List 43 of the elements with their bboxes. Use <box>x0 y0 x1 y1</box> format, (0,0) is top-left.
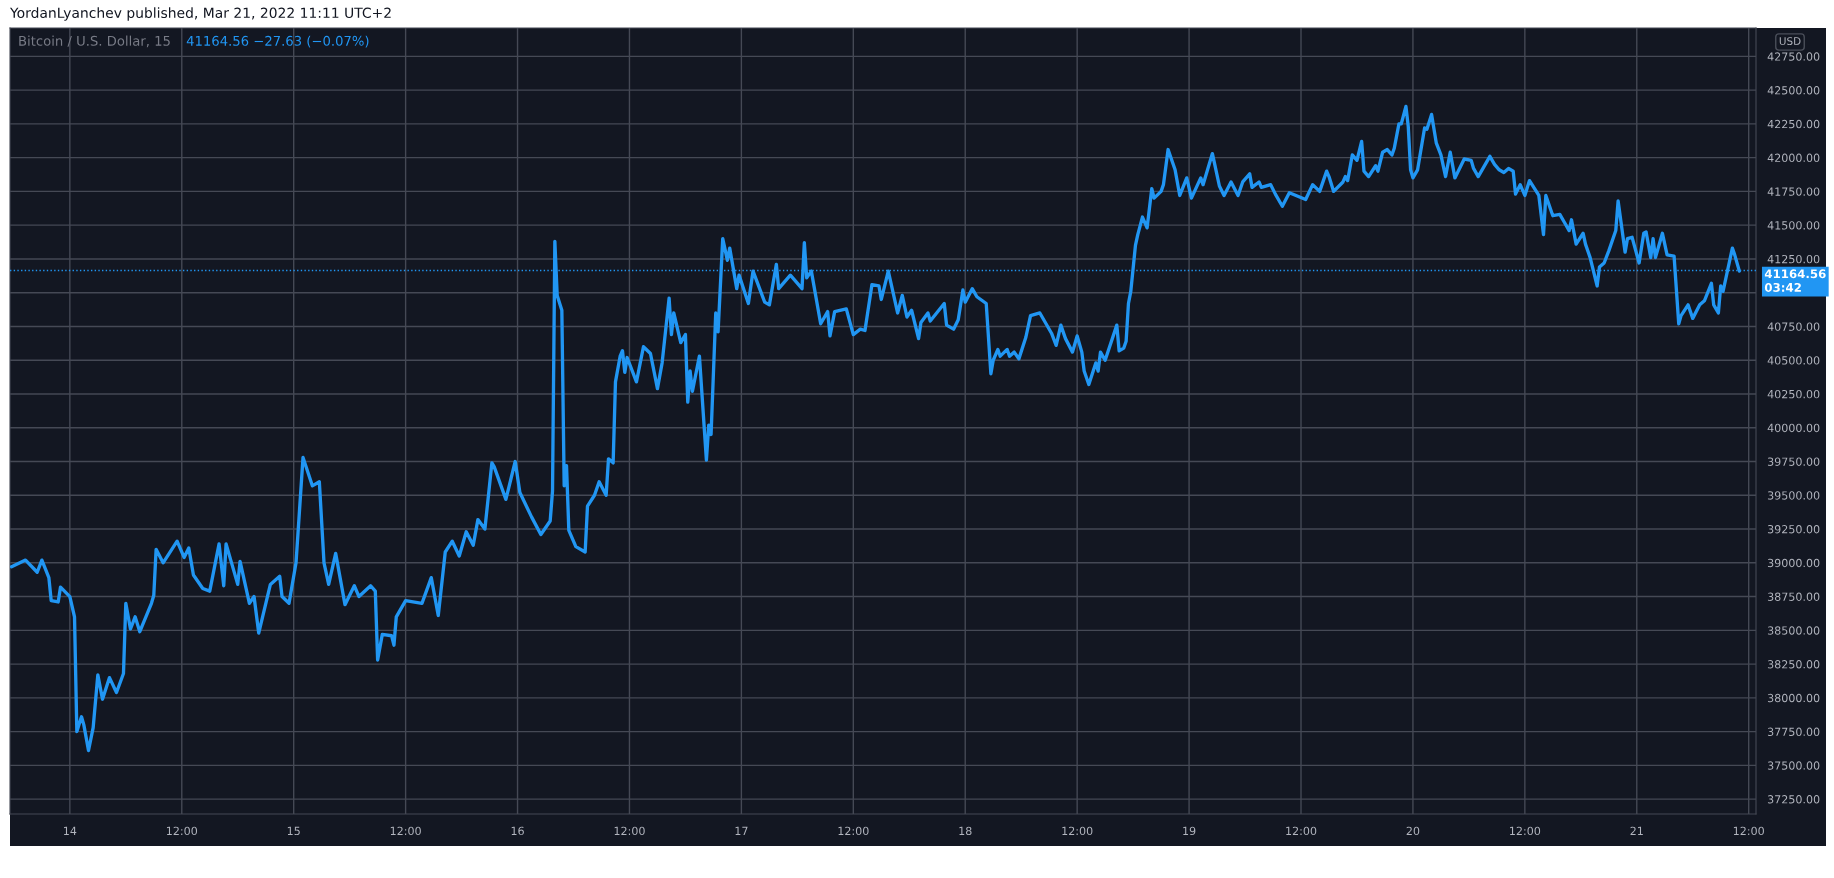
x-tick-label: 12:00 <box>1062 826 1093 836</box>
x-tick-label: 16 <box>511 826 524 836</box>
y-axis-title: USD <box>1779 37 1801 46</box>
x-tick-label: 12:00 <box>390 826 421 836</box>
y-tick-label: 38000.00 <box>1767 693 1820 703</box>
y-tick-label: 42750.00 <box>1767 52 1820 61</box>
x-tick-label: 20 <box>1406 826 1420 836</box>
text: YordanLyanchev published, Mar 21, 2022 11:11 UTC+2 <box>9 7 391 21</box>
y-tick-label: 38750.00 <box>1767 592 1820 601</box>
x-tick-label: 14 <box>64 826 77 835</box>
y-tick-label: 40250.00 <box>1767 389 1820 399</box>
y-tick-label: 39750.00 <box>1767 457 1820 466</box>
y-tick-label: 42250.00 <box>1767 119 1820 129</box>
y-tick-label: 38500.00 <box>1767 626 1820 635</box>
y-tick-label: 40000.00 <box>1767 423 1820 433</box>
y-tick-label: 38250.00 <box>1767 660 1820 669</box>
y-tick-label: 39250.00 <box>1767 525 1820 534</box>
x-tick-label: 18 <box>959 826 972 836</box>
x-tick-label: 17 <box>735 826 748 835</box>
y-tick-label: 42500.00 <box>1767 86 1820 95</box>
x-tick-label: 12:00 <box>1733 826 1764 836</box>
y-tick-label: 37750.00 <box>1767 727 1820 736</box>
ref-line-label: 41164.56 03:42 <box>1764 269 1826 292</box>
x-tick-label: 12:00 <box>1510 826 1541 836</box>
y-tick-label: 37500.00 <box>1767 761 1820 770</box>
x-tick-label: 12:00 <box>166 826 198 836</box>
y-tick-label: 39500.00 <box>1767 491 1820 500</box>
y-tick-label: 41500.00 <box>1767 221 1820 230</box>
x-tick-label: 12:00 <box>1286 826 1317 836</box>
y-tick-label: 40500.00 <box>1767 356 1820 365</box>
y-tick-label: 42000.00 <box>1767 153 1820 163</box>
y-tick-label: 41250.00 <box>1767 254 1820 264</box>
text: 41164.56 −27.63 (−0.07%) <box>186 35 369 48</box>
y-tick-label: 37250.00 <box>1767 795 1820 804</box>
x-tick-label: 19 <box>1183 826 1196 836</box>
y-tick-label: 41750.00 <box>1767 187 1820 196</box>
x-tick-label: 15 <box>287 826 300 836</box>
text: Bitcoin / U.S. Dollar, 15 <box>19 35 170 48</box>
x-tick-label: 12:00 <box>838 826 869 836</box>
y-tick-label: 39000.00 <box>1767 558 1820 568</box>
y-tick-label: 40750.00 <box>1767 322 1820 331</box>
x-tick-label: 12:00 <box>614 826 645 836</box>
x-tick-label: 21 <box>1630 826 1643 835</box>
